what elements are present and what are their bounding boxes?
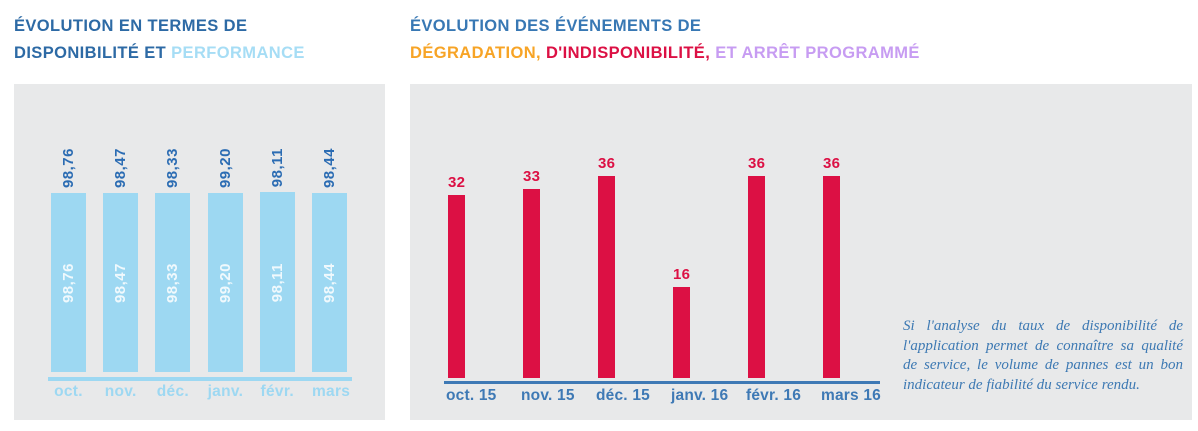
availability-value-label: 98,44 [320, 148, 338, 189]
availability-column-nov: 98,47 98,47 [103, 148, 139, 372]
availability-inner-label-wrap: 98,76 [51, 193, 86, 372]
availability-title-line2-dark: DISPONIBILITÉ ET [14, 44, 172, 62]
events-column-fevr16: 36 [748, 155, 823, 378]
events-value-label: 36 [823, 155, 841, 172]
events-value-label: 36 [748, 155, 766, 172]
availability-plot-area: 98,76 98,76 98,47 98,47 98,33 98,33 99,2… [51, 148, 347, 372]
availability-inner-label: 98,44 [320, 262, 338, 303]
events-plot-area: 32 33 36 16 36 36 [448, 155, 898, 378]
month-label: févr. 16 [746, 387, 802, 404]
availability-value-label: 98,11 [268, 148, 286, 188]
month-label: déc. [156, 383, 189, 400]
events-value-label: 16 [673, 266, 691, 283]
availability-inner-label-wrap: 98,33 [155, 193, 190, 372]
month-label: nov. [104, 383, 137, 400]
availability-month-labels: oct. nov. déc. janv. févr. mars [51, 383, 351, 401]
month-label: oct. 15 [446, 387, 497, 404]
month-label: nov. 15 [521, 387, 575, 404]
month-label: mars [311, 383, 351, 400]
availability-inner-label: 99,20 [216, 262, 234, 303]
availability-value-label: 98,47 [112, 148, 130, 189]
events-column-janv16: 16 [673, 155, 748, 378]
events-bar-oct15 [448, 195, 465, 378]
annotation-text: Si l'analyse du taux de disponibilité de… [903, 318, 1183, 393]
availability-value-label: 98,76 [60, 148, 77, 189]
events-axis-line [444, 381, 880, 384]
availability-inner-label: 98,76 [60, 262, 77, 303]
availability-bar-oct: 98,76 [51, 193, 86, 372]
availability-title-line2-light: PERFORMANCE [171, 44, 305, 62]
availability-bar-mars: 98,44 [311, 193, 347, 372]
events-value-label: 33 [523, 168, 541, 185]
availability-bar-nov: 98,47 [103, 193, 139, 372]
events-title-line2-purple: ET ARRÊT PROGRAMMÉ [715, 44, 920, 62]
availability-column-janv: 99,20 99,20 [207, 148, 243, 372]
events-column-dec15: 36 [598, 155, 673, 378]
events-chart-panel: 32 33 36 16 36 36 oct. 15 nov. 15 déc. 1… [410, 84, 1192, 420]
availability-inner-label-wrap: 98,44 [312, 193, 347, 372]
events-bar-dec15 [598, 176, 615, 378]
availability-bar-dec: 98,33 [155, 193, 191, 372]
events-bar-mars16 [823, 176, 840, 378]
events-value-label: 36 [598, 155, 616, 172]
month-label: janv. [207, 383, 244, 400]
month-label: déc. 15 [596, 387, 650, 404]
availability-inner-label-wrap: 98,11 [260, 192, 295, 372]
availability-column-fevr: 98,11 98,11 [259, 148, 295, 372]
month-label: janv. 16 [671, 387, 729, 404]
availability-bar-janv: 99,20 [207, 193, 243, 372]
availability-column-dec: 98,33 98,33 [155, 148, 191, 372]
events-column-mars16: 36 [823, 155, 898, 378]
availability-inner-label: 98,11 [268, 262, 286, 302]
availability-axis-line [48, 377, 352, 381]
availability-column-mars: 98,44 98,44 [311, 148, 347, 372]
events-title-line2-orange: DÉGRADATION, [410, 44, 546, 62]
availability-chart-title: ÉVOLUTION EN TERMES DE DISPONIBILITÉ ET … [14, 13, 305, 67]
events-bar-janv16 [673, 287, 690, 378]
availability-column-oct: 98,76 98,76 [51, 148, 86, 372]
events-month-labels: oct. 15 nov. 15 déc. 15 janv. 16 févr. 1… [446, 387, 902, 405]
events-title-line1: ÉVOLUTION DES ÉVÉNEMENTS DE [410, 17, 702, 35]
availability-title-line1: ÉVOLUTION EN TERMES DE [14, 17, 248, 35]
availability-inner-label: 98,33 [164, 262, 182, 303]
availability-value-label: 99,20 [216, 148, 234, 189]
events-bar-fevr16 [748, 176, 765, 378]
events-value-label: 32 [448, 174, 466, 191]
availability-bar-fevr: 98,11 [259, 192, 295, 372]
events-column-oct15: 32 [448, 155, 523, 378]
events-bar-nov15 [523, 189, 540, 378]
month-label: mars 16 [821, 387, 882, 404]
availability-chart-panel: 98,76 98,76 98,47 98,47 98,33 98,33 99,2… [14, 84, 385, 420]
availability-value-label: 98,33 [164, 148, 182, 189]
events-column-nov15: 33 [523, 155, 598, 378]
availability-inner-label-wrap: 98,47 [103, 193, 138, 372]
month-label: oct. [54, 383, 83, 400]
month-label: févr. [260, 383, 294, 400]
events-chart-title: ÉVOLUTION DES ÉVÉNEMENTS DE DÉGRADATION,… [410, 13, 920, 67]
availability-inner-label: 98,47 [112, 262, 130, 303]
events-title-line2-red: D'INDISPONIBILITÉ, [545, 44, 716, 62]
availability-inner-label-wrap: 99,20 [208, 193, 243, 372]
